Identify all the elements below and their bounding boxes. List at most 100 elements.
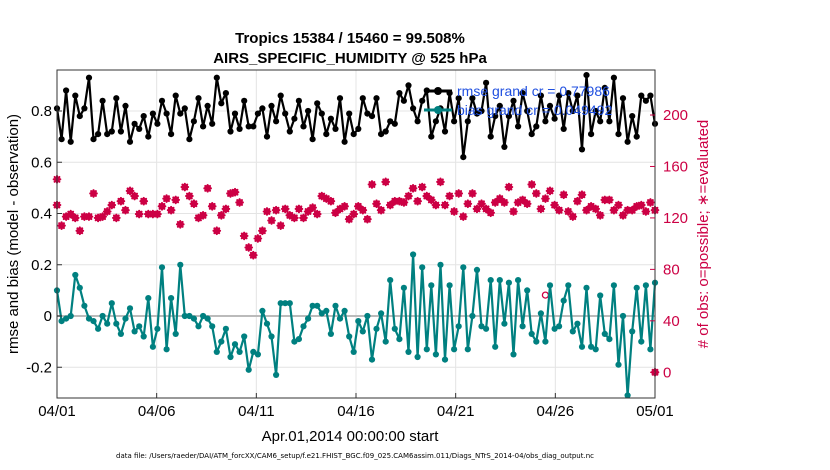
obs-evaluated-point (321, 194, 331, 203)
rmse-point (341, 138, 348, 145)
rmse-point (305, 107, 312, 115)
rmse-point (400, 97, 407, 104)
obs-evaluated-point (290, 213, 299, 223)
rmse-point (359, 95, 366, 102)
rmse-point (273, 118, 280, 125)
obs-evaluated-point (221, 204, 231, 214)
rmse-point (158, 97, 166, 104)
rmse-point (642, 97, 650, 104)
rmse-point (546, 102, 554, 109)
rmse-point (300, 123, 307, 130)
obs-evaluated-point (486, 208, 496, 218)
rmse-point (542, 118, 549, 125)
bias-point (259, 307, 266, 314)
left-y-axis-label: rmse and bias (model - observation) (5, 114, 22, 354)
rmse-point (145, 133, 152, 140)
rmse-point (469, 95, 476, 102)
bias-point (113, 320, 120, 327)
rmse-point (309, 136, 316, 143)
x-tick-label: 05/01 (636, 403, 674, 420)
obs-evaluated-point (504, 182, 514, 192)
rmse-point (140, 113, 147, 120)
obs-evaluated-point (472, 204, 482, 214)
rmse-point (487, 133, 494, 140)
rmse-point (368, 113, 376, 120)
bias-point (195, 323, 202, 330)
legend-bias-label: bias grand cr = 0.049492 (457, 102, 612, 118)
obs-evaluated-point (162, 194, 171, 203)
rmse-point (58, 136, 65, 143)
rmse-series (53, 72, 659, 161)
rmse-point (524, 107, 531, 115)
bias-point (341, 307, 348, 314)
obs-evaluated-point (276, 221, 286, 230)
obs-evaluated-point (70, 213, 80, 223)
x-tick-label: 04/11 (238, 403, 274, 420)
bias-point (336, 315, 344, 322)
obs-evaluated-point (477, 199, 486, 209)
bias-point (181, 312, 188, 320)
obs-evaluated-point (586, 201, 596, 211)
bias-point (346, 333, 353, 340)
bias-point (72, 271, 79, 279)
rmse-point (473, 110, 481, 117)
bias-point (145, 295, 152, 302)
bias-point (327, 330, 334, 337)
rmse-point (90, 136, 97, 143)
bias-point (172, 330, 179, 337)
obs-evaluated-point (262, 207, 272, 216)
obs-evaluated-point (509, 207, 518, 216)
bias-point (213, 348, 220, 355)
obs-evaluated-point (248, 250, 258, 260)
bias-point (76, 284, 83, 291)
left-y-tick-label: 0 (44, 308, 52, 325)
bias-point (560, 297, 567, 304)
obs-evaluated-point (495, 194, 505, 203)
obs-evaluated-point (93, 213, 103, 223)
obs-evaluated-point (454, 189, 464, 198)
obs-evaluated-point (340, 201, 349, 211)
rmse-point (332, 125, 339, 132)
bias-point (140, 333, 147, 340)
rmse-point (373, 95, 380, 102)
right-y-axis-ticks: 0 40 80 120 160 200 (650, 107, 688, 381)
bias-point (455, 323, 462, 330)
obs-evaluated-point (148, 209, 158, 219)
rmse-point (200, 123, 207, 130)
rmse-point (72, 92, 79, 99)
obs-evaluated-point (413, 196, 422, 206)
obs-evaluated-point (632, 201, 642, 211)
obs-evaluated-point (577, 190, 587, 200)
obs-evaluated-point (531, 189, 541, 198)
rmse-point (131, 120, 138, 127)
rmse-point (537, 92, 545, 99)
obs-evaluated-point (207, 201, 217, 211)
rmse-point (601, 84, 608, 91)
bias-point (378, 310, 385, 317)
obs-evaluated-point (89, 189, 98, 198)
bias-point (286, 300, 293, 307)
rmse-point (460, 154, 467, 161)
bias-point (158, 264, 166, 271)
rmse-point (190, 118, 197, 125)
bias-point (419, 264, 426, 271)
obs-evaluated-point (404, 191, 413, 201)
obs-evaluated-point (527, 180, 537, 189)
bias-point (441, 356, 449, 363)
bias-point (460, 264, 467, 271)
obs-evaluated-point (258, 226, 267, 236)
rmse-point (113, 95, 120, 102)
rmse-point (492, 113, 499, 120)
bias-point (615, 361, 622, 368)
obs-evaluated-point (468, 189, 477, 198)
bias-point (268, 333, 275, 340)
bias-point (478, 323, 485, 330)
rmse-point (583, 72, 590, 79)
bias-point (588, 343, 595, 350)
rmse-point (629, 113, 636, 120)
bias-point (277, 300, 284, 307)
x-axis-label: Apr.01,2014 00:00:00 start (262, 428, 440, 445)
bias-point (282, 300, 289, 307)
bias-point (546, 282, 554, 289)
